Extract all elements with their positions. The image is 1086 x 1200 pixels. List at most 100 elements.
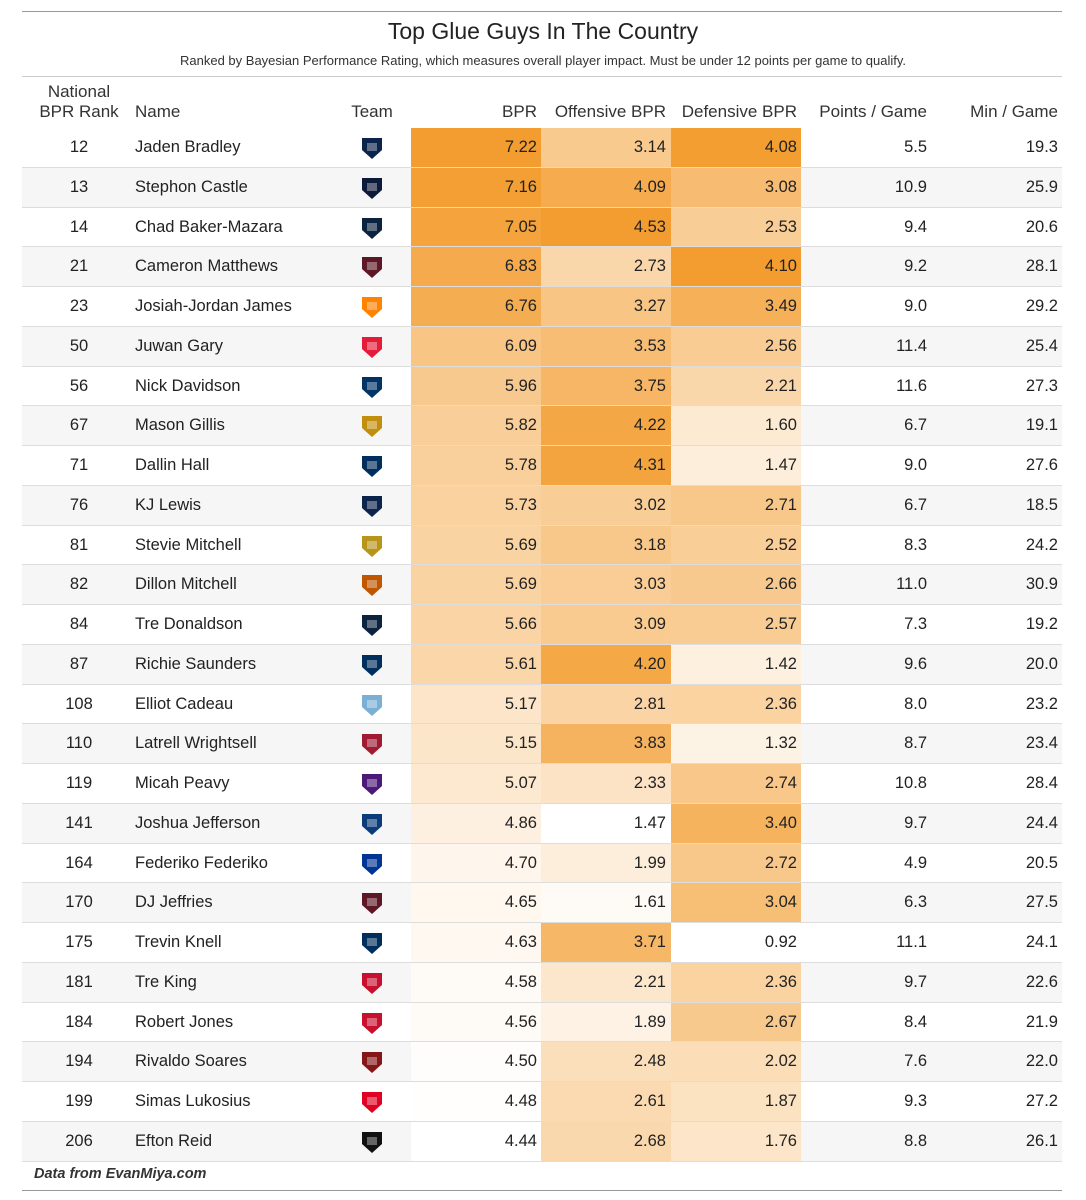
logo-shape <box>362 336 382 358</box>
table-cell: 1.42 <box>764 654 797 673</box>
table-cell: 22.6 <box>1025 972 1058 991</box>
heat-cell <box>411 406 541 446</box>
logo-shape <box>362 416 382 438</box>
heat-cell <box>541 644 671 684</box>
table-cell: Tre King <box>135 972 197 991</box>
source: Data from EvanMiya.com <box>34 1166 207 1182</box>
table-cell: 2.53 <box>764 217 797 236</box>
table-cell: 19.2 <box>1025 615 1058 634</box>
table-cell: 5.78 <box>504 456 537 475</box>
table-cell: 3.27 <box>633 297 666 316</box>
heat-cell <box>411 923 541 962</box>
heat-cell <box>541 366 671 406</box>
table-cell: 4.65 <box>504 893 537 912</box>
table-cell: 81 <box>69 535 89 554</box>
team-logo <box>358 175 386 201</box>
heat-cell <box>541 485 671 525</box>
table-cell: 5.15 <box>504 734 537 753</box>
logo-shape <box>362 1052 382 1074</box>
table-cell: Robert Jones <box>135 1012 234 1031</box>
table-cell: 9.2 <box>904 257 927 276</box>
table-cell: 13 <box>69 177 89 196</box>
logo-shape <box>362 893 382 915</box>
table-cell: Josiah-Jordan James <box>135 297 292 316</box>
heat-cell <box>411 287 541 326</box>
heat-cell <box>671 167 801 207</box>
table-cell: 5.82 <box>504 416 537 435</box>
table-cell: Simas Lukosius <box>135 1092 251 1111</box>
table-cell: 2.52 <box>764 535 797 554</box>
header-rule <box>22 76 1062 77</box>
heat-cell <box>541 326 671 366</box>
logo-shape <box>362 813 382 835</box>
table-cell: 21 <box>69 257 89 276</box>
table-cell: 5.69 <box>504 575 537 594</box>
heat-cell <box>411 167 541 207</box>
table-cell: 2.56 <box>764 336 797 355</box>
column-header: Team <box>351 102 393 121</box>
table-cell: 10.8 <box>894 774 927 793</box>
heat-cell <box>541 803 671 843</box>
table-cell: 4.70 <box>504 853 537 872</box>
logo-shape <box>362 1012 382 1034</box>
table-cell: 2.73 <box>633 257 666 276</box>
table-cell: 1.76 <box>764 1132 797 1150</box>
team-logo <box>358 970 386 996</box>
heat-cell <box>671 605 801 644</box>
table-cell: Stephon Castle <box>135 177 248 196</box>
heat-cell <box>671 724 801 764</box>
table-cell: 2.74 <box>764 774 797 793</box>
table-cell: 119 <box>65 774 93 793</box>
table-cell: 24.2 <box>1025 535 1058 554</box>
table-cell: Rivaldo Soares <box>135 1052 247 1071</box>
team-logo <box>358 572 386 598</box>
table-cell: Joshua Jefferson <box>135 813 261 832</box>
subtitle: Ranked by Bayesian Performance Rating, w… <box>180 53 906 68</box>
table-cell: 2.21 <box>764 376 797 395</box>
logo-shape <box>362 1132 382 1153</box>
team-logo <box>358 1089 386 1115</box>
table-cell: 5.69 <box>504 535 537 554</box>
logo-shape <box>362 654 382 676</box>
table-cell: 164 <box>65 853 93 872</box>
table-cell: 27.6 <box>1025 456 1058 475</box>
table-cell: 2.72 <box>764 853 797 872</box>
heat-cell <box>671 923 801 962</box>
title: Top Glue Guys In The Country <box>387 18 699 44</box>
table-cell: 4.53 <box>633 217 666 236</box>
table-cell: 141 <box>65 813 93 832</box>
table-cell: 2.02 <box>764 1052 797 1071</box>
table-cell: Latrell Wrightsell <box>135 734 257 753</box>
team-logo <box>358 413 386 439</box>
table-cell: 1.47 <box>633 813 666 832</box>
table-cell: 2.36 <box>764 694 797 713</box>
table-cell: 5.17 <box>504 694 537 713</box>
heat-cell <box>411 883 541 923</box>
table-cell: 11.6 <box>896 376 927 395</box>
heat-cell <box>671 247 801 287</box>
table-cell: 27.5 <box>1025 893 1058 912</box>
table-cell: 194 <box>65 1052 93 1071</box>
table-cell: 4.20 <box>633 654 666 673</box>
heat-cell <box>541 525 671 565</box>
table-cell: 2.67 <box>764 1012 797 1031</box>
table-cell: 11.4 <box>896 336 927 355</box>
table-cell: 4.44 <box>504 1132 537 1150</box>
heat-cell <box>411 843 541 883</box>
table-cell: KJ Lewis <box>135 495 202 514</box>
heat-cell <box>671 287 801 326</box>
heat-cell <box>411 1002 541 1042</box>
table-cell: 14 <box>69 217 89 236</box>
heat-cell <box>671 326 801 366</box>
team-logo <box>358 533 386 559</box>
table-cell: 3.40 <box>764 813 797 832</box>
table-cell: 2.48 <box>633 1052 666 1071</box>
column-header: National BPR Rank <box>39 82 119 121</box>
table-cell: 108 <box>65 694 93 713</box>
heat-cell <box>671 1122 801 1161</box>
logo-shape <box>362 1092 382 1114</box>
table-cell: 26.1 <box>1025 1132 1058 1150</box>
team-logo <box>358 851 386 877</box>
table-cell: 3.75 <box>633 376 666 395</box>
logo-shape <box>362 933 382 955</box>
